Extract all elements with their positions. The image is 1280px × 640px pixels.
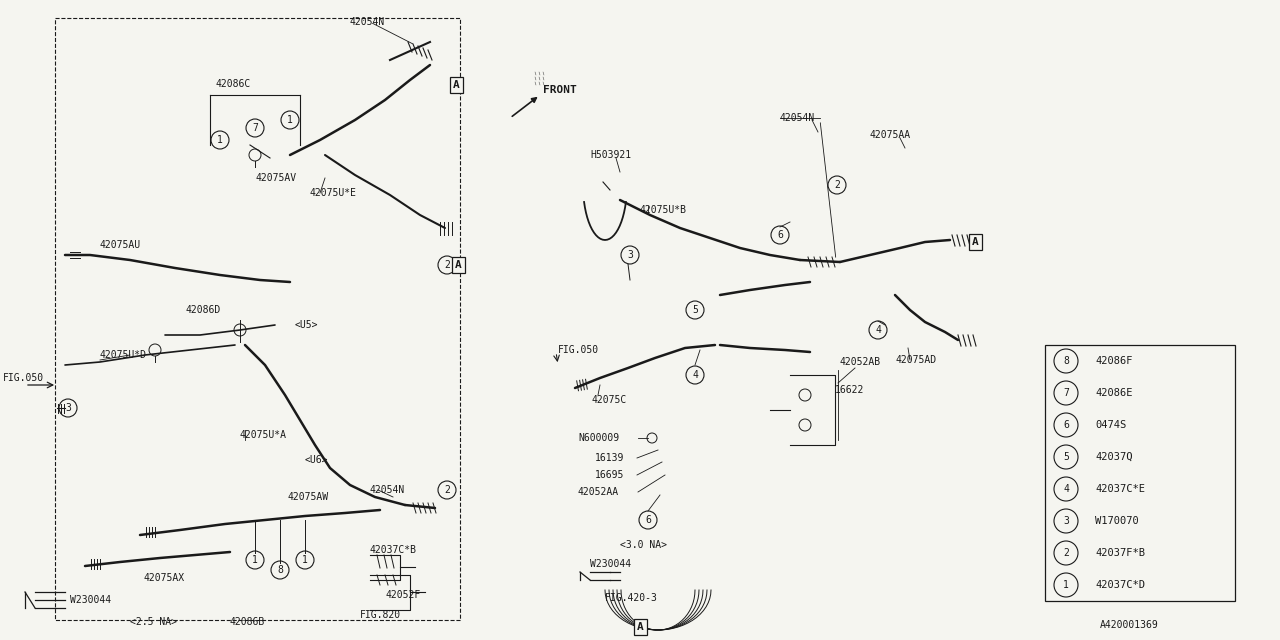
Text: H503921: H503921 (590, 150, 631, 160)
Text: 6: 6 (777, 230, 783, 240)
Text: W230044: W230044 (70, 595, 111, 605)
Text: 8: 8 (276, 565, 283, 575)
Text: 42086F: 42086F (1094, 356, 1133, 366)
Bar (452, 257, 465, 273)
Text: 4: 4 (876, 325, 881, 335)
Text: 1: 1 (1064, 580, 1069, 590)
Text: 42054N: 42054N (780, 113, 815, 123)
Text: A: A (453, 80, 460, 90)
Text: 5: 5 (692, 305, 698, 315)
Text: 7: 7 (252, 123, 259, 133)
Text: W170070: W170070 (1094, 516, 1139, 526)
Text: 2: 2 (444, 485, 451, 495)
Text: 42037C*E: 42037C*E (1094, 484, 1146, 494)
Text: <3.0 NA>: <3.0 NA> (620, 540, 667, 550)
Text: 42075AU: 42075AU (100, 240, 141, 250)
Text: 42075U*E: 42075U*E (310, 188, 357, 198)
Text: 42054N: 42054N (370, 485, 406, 495)
Text: A: A (454, 260, 461, 270)
Text: 42052AB: 42052AB (840, 357, 881, 367)
Text: 4: 4 (692, 370, 698, 380)
Text: FIG.420-3: FIG.420-3 (605, 593, 658, 603)
Text: 2: 2 (835, 180, 840, 190)
Text: 1: 1 (287, 115, 293, 125)
Bar (449, 77, 462, 93)
Text: 5: 5 (1064, 452, 1069, 462)
Text: 3: 3 (627, 250, 632, 260)
Text: 42086D: 42086D (186, 305, 220, 315)
Text: 7: 7 (1064, 388, 1069, 398)
Text: 2: 2 (1064, 548, 1069, 558)
Text: 42075C: 42075C (591, 395, 627, 405)
Text: 1: 1 (218, 135, 223, 145)
Text: <U5>: <U5> (294, 320, 319, 330)
Text: 16622: 16622 (835, 385, 864, 395)
Text: A: A (972, 237, 978, 247)
Bar (969, 234, 982, 250)
Text: 42052F: 42052F (385, 590, 420, 600)
Text: FIG.820: FIG.820 (360, 610, 401, 620)
Text: FIG.050: FIG.050 (558, 345, 599, 355)
Text: 42037Q: 42037Q (1094, 452, 1133, 462)
Text: FRONT: FRONT (543, 85, 577, 95)
Text: 42086E: 42086E (1094, 388, 1133, 398)
Text: 1: 1 (252, 555, 259, 565)
Text: 42075AV: 42075AV (256, 173, 297, 183)
Text: <U6>: <U6> (305, 455, 329, 465)
Text: FIG.050: FIG.050 (3, 373, 44, 383)
Text: 42075AW: 42075AW (288, 492, 329, 502)
Text: 16695: 16695 (595, 470, 625, 480)
Text: 6: 6 (645, 515, 652, 525)
Text: 1: 1 (302, 555, 308, 565)
Text: 3: 3 (65, 403, 70, 413)
Text: 42075U*D: 42075U*D (100, 350, 147, 360)
Text: 42075U*B: 42075U*B (640, 205, 687, 215)
Text: 42086C: 42086C (215, 79, 251, 89)
Text: 42075U*A: 42075U*A (241, 430, 287, 440)
Text: 42052AA: 42052AA (579, 487, 620, 497)
Bar (634, 619, 646, 635)
Text: 42037C*D: 42037C*D (1094, 580, 1146, 590)
Bar (1044, 345, 1235, 601)
Text: 4: 4 (1064, 484, 1069, 494)
Text: 42054N: 42054N (349, 17, 385, 27)
Text: 42086B: 42086B (230, 617, 265, 627)
Text: <2.5 NA>: <2.5 NA> (131, 617, 177, 627)
Text: 42075AD: 42075AD (895, 355, 936, 365)
Text: 8: 8 (1064, 356, 1069, 366)
Text: 3: 3 (1064, 516, 1069, 526)
Text: A: A (636, 622, 644, 632)
Text: 42075AA: 42075AA (870, 130, 911, 140)
Text: 42075AX: 42075AX (143, 573, 184, 583)
Text: N600009: N600009 (579, 433, 620, 443)
Text: 2: 2 (444, 260, 451, 270)
Text: 6: 6 (1064, 420, 1069, 430)
Text: 16139: 16139 (595, 453, 625, 463)
Text: A420001369: A420001369 (1100, 620, 1158, 630)
Text: 42037C*B: 42037C*B (370, 545, 417, 555)
Text: 0474S: 0474S (1094, 420, 1126, 430)
Text: 42037F*B: 42037F*B (1094, 548, 1146, 558)
Text: W230044: W230044 (590, 559, 631, 569)
